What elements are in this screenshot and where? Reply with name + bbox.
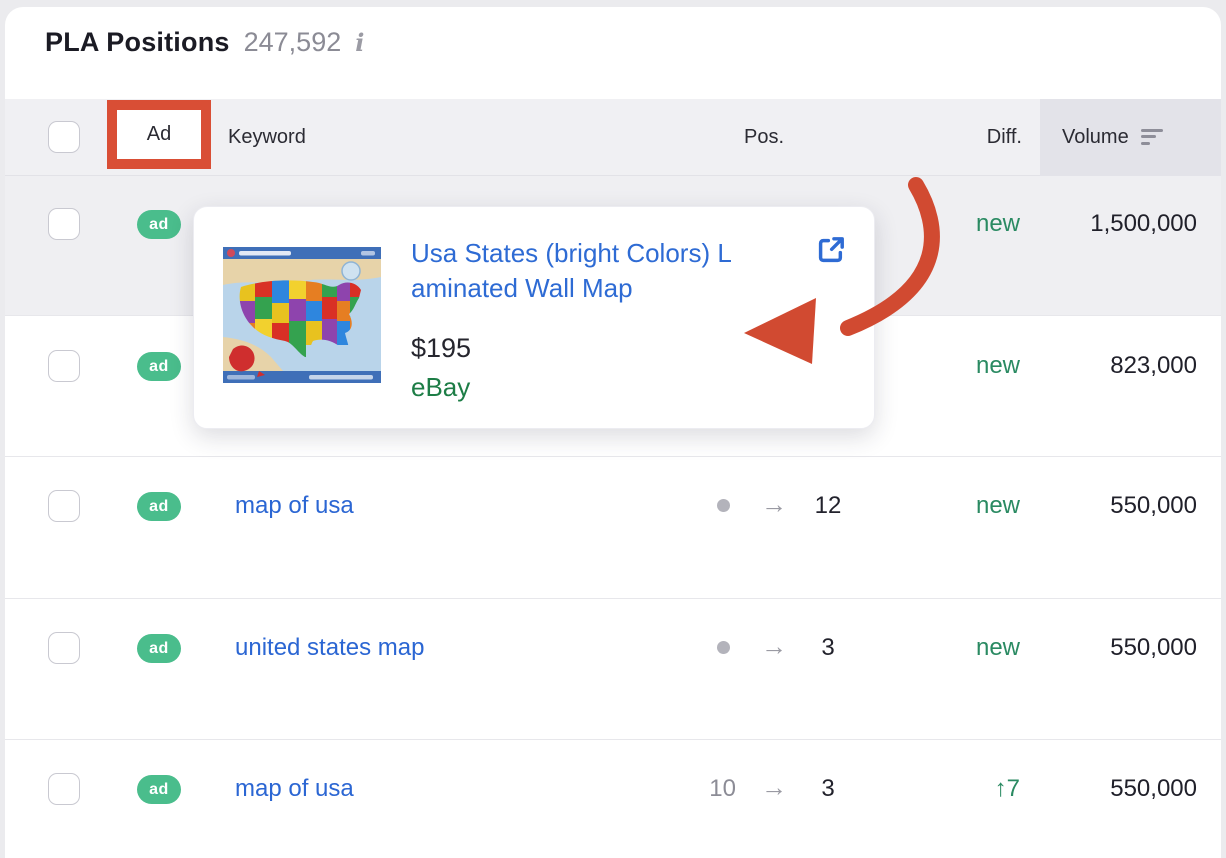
external-link-icon[interactable] [815, 234, 847, 266]
column-header-diff: Diff. [986, 126, 1022, 148]
select-row-checkbox[interactable] [48, 490, 80, 522]
volume-value: 550,000 [1110, 492, 1197, 519]
volume-value: 550,000 [1110, 634, 1197, 661]
product-merchant[interactable]: eBay [411, 372, 471, 402]
ad-badge[interactable]: ad [137, 492, 181, 521]
current-position: 3 [821, 775, 835, 802]
ad-badge[interactable]: ad [137, 210, 181, 239]
column-header-ad: Ad [146, 123, 172, 145]
product-title-link[interactable]: Usa States (bright Colors) L aminated Wa… [411, 238, 732, 303]
annotation-highlight-box: Ad [107, 100, 211, 169]
previous-position-dot-icon [717, 641, 730, 654]
select-row-checkbox[interactable] [48, 208, 80, 240]
previous-position-dot-icon [717, 499, 730, 512]
position-count: 247,592 [243, 27, 342, 57]
arrow-right-icon: → [761, 631, 787, 661]
volume-column-sorted-highlight [1040, 99, 1221, 176]
arrow-right-icon: → [761, 772, 787, 802]
diff-value: new [975, 210, 1020, 237]
ad-badge[interactable]: ad [137, 775, 181, 804]
column-header-keyword: Keyword [228, 126, 306, 148]
previous-position: 10 [709, 775, 736, 802]
column-header-pos: Pos. [744, 126, 785, 148]
select-row-checkbox[interactable] [48, 773, 80, 805]
ad-badge[interactable]: ad [137, 352, 181, 381]
current-position: 3 [821, 634, 835, 661]
select-row-checkbox[interactable] [48, 350, 80, 382]
table-row [5, 740, 1221, 858]
keyword-link[interactable]: map of usa [235, 775, 354, 802]
select-row-checkbox[interactable] [48, 632, 80, 664]
table-row [5, 599, 1221, 740]
volume-value: 1,500,000 [1090, 210, 1197, 237]
product-price: $195 [411, 333, 472, 363]
diff-value: new [975, 634, 1020, 661]
info-icon[interactable]: i [355, 28, 365, 57]
page-title: PLA Positions [45, 27, 230, 57]
column-header-volume[interactable]: Volume [1062, 126, 1163, 149]
keyword-link[interactable]: map of usa [235, 492, 354, 519]
diff-value: new [975, 352, 1020, 379]
diff-value: ↑7 [994, 775, 1020, 802]
sort-descending-icon [1140, 128, 1163, 146]
diff-value: new [975, 492, 1020, 519]
ad-badge[interactable]: ad [137, 634, 181, 663]
select-all-checkbox[interactable] [48, 121, 80, 153]
arrow-right-icon: → [761, 489, 787, 519]
product-image[interactable] [213, 233, 391, 399]
volume-value: 823,000 [1110, 352, 1197, 379]
keyword-link[interactable]: united states map [235, 634, 425, 661]
current-position: 12 [814, 492, 842, 519]
volume-value: 550,000 [1110, 775, 1197, 802]
panel-header: PLA Positions 247,592 i [45, 27, 364, 58]
product-ad-popup: Usa States (bright Colors) L aminated Wa… [193, 206, 875, 429]
table-row [5, 457, 1221, 599]
